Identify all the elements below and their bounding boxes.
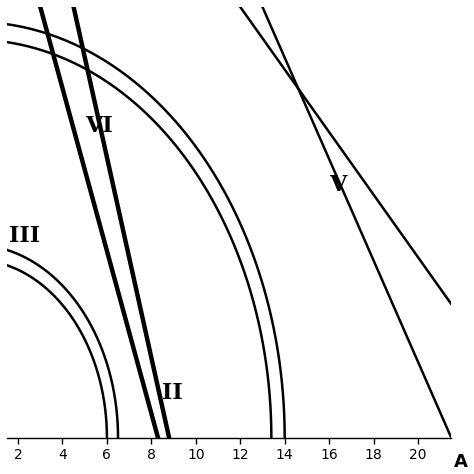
- Text: III: III: [9, 225, 40, 247]
- Text: II: II: [163, 383, 183, 404]
- Text: V: V: [329, 174, 346, 196]
- Text: VI: VI: [85, 115, 112, 137]
- Text: A: A: [454, 453, 467, 471]
